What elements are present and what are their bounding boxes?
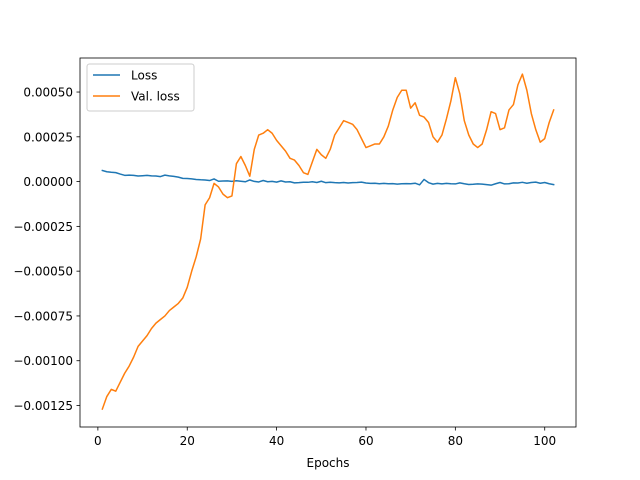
y-tick-label: 0.00050 (23, 86, 73, 100)
legend-label: Val. loss (131, 90, 180, 104)
axes: 0 20 40 60 80 100 −0.00125 −0.00100 −0.00075 −0.0… (13, 57, 577, 448)
y-tick-label: −0.00075 (13, 309, 73, 323)
legend-label: Loss (131, 69, 157, 83)
y-tick-label: −0.00100 (13, 354, 73, 368)
series-line-val-loss (101, 73, 555, 411)
x-tick-label: 40 (269, 434, 284, 448)
y-tick-label: 0.00025 (23, 130, 73, 144)
y-tick-label: −0.00025 (13, 220, 73, 234)
y-tick-label: −0.00050 (13, 265, 73, 279)
axes-frame (79, 57, 577, 428)
x-tick-label: 0 (94, 434, 102, 448)
y-tick-label: 0.00000 (23, 175, 73, 189)
x-tick-label: 60 (358, 434, 373, 448)
x-tick-label: 80 (448, 434, 463, 448)
legend: Loss Val. loss (86, 63, 195, 112)
y-tick-label: −0.00125 (13, 399, 73, 413)
plot-lines (101, 73, 555, 411)
x-axis-label: Epochs (307, 456, 350, 470)
series-line-loss (101, 169, 555, 186)
x-tick-label: 20 (180, 434, 195, 448)
x-tick-label: 100 (533, 434, 556, 448)
